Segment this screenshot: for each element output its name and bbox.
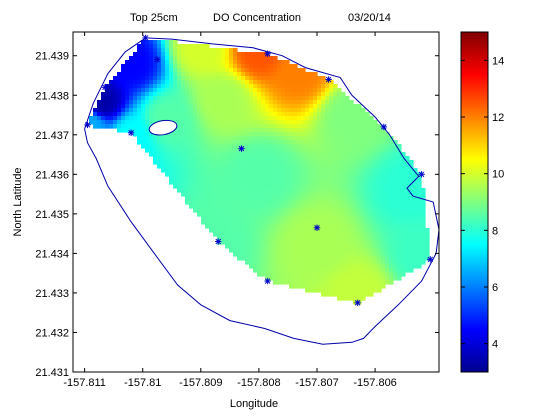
sample-point-7	[264, 50, 271, 57]
sample-point-11	[325, 76, 332, 83]
sample-point-15	[427, 256, 434, 263]
y-tick-label: 21.435	[35, 209, 69, 221]
colorbar-tick-label: 6	[492, 282, 498, 294]
sample-points	[84, 34, 434, 307]
y-tick-label: 21.434	[35, 248, 69, 260]
plot-frame	[72, 31, 440, 373]
y-tick-label: 21.436	[35, 169, 69, 181]
y-tick-label: 21.439	[35, 51, 69, 63]
concentration-field	[89, 40, 430, 305]
sample-point-14	[418, 171, 425, 178]
sample-point-6	[238, 145, 245, 152]
y-axis: 21.431 21.432 21.433 21.434 21.435 21.436 21.4…	[35, 51, 439, 379]
y-tick-label: 21.432	[35, 327, 69, 339]
sample-point-3	[127, 129, 135, 137]
colorbar	[460, 31, 489, 373]
sample-point-5	[154, 56, 161, 63]
sample-point-4	[142, 34, 149, 42]
coastline	[84, 37, 439, 345]
y-axis-label: North Latitude	[12, 167, 24, 236]
x-tick-label: -157.806	[353, 377, 396, 389]
colorbar-tick-label: 4	[492, 339, 498, 351]
y-tick-label: 21.433	[35, 288, 69, 300]
sample-point-1	[84, 121, 91, 129]
chart-title-variable: DO Concentration	[213, 12, 301, 24]
sample-point-9	[264, 277, 271, 285]
x-axis-label: Longitude	[230, 398, 278, 410]
chart-title-location: Top 25cm	[130, 12, 178, 24]
x-tick-label: -157.809	[179, 377, 222, 389]
sample-point-2	[101, 84, 109, 91]
sample-point-8	[215, 238, 222, 245]
y-tick-label: 21.437	[35, 130, 69, 142]
x-axis: -157.811 -157.81 -157.809 -157.808 -157.807 -…	[63, 32, 397, 389]
colorbar-tick-label: 8	[492, 225, 498, 237]
colorbar-tick-label: 10	[492, 169, 504, 181]
y-tick-label: 21.438	[35, 90, 69, 102]
x-tick-label: -157.811	[63, 377, 106, 389]
x-tick-label: -157.807	[295, 377, 338, 389]
x-tick-label: -157.808	[237, 377, 280, 389]
x-tick-label: -157.81	[124, 377, 161, 389]
sample-point-12	[354, 299, 361, 307]
sample-point-13	[380, 123, 388, 131]
colorbar-tick-label: 14	[492, 55, 504, 67]
chart-title-date: 03/20/14	[348, 12, 391, 24]
sample-point-10	[313, 224, 321, 231]
colorbar-tick-label: 12	[492, 112, 504, 124]
y-tick-label: 21.431	[35, 367, 69, 379]
colorbar-ticks: 4 6 8 10 12 14	[461, 55, 504, 351]
